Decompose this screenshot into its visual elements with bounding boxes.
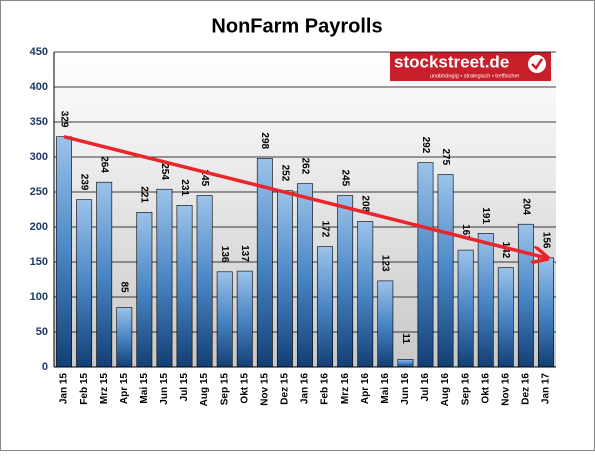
bar	[497, 267, 514, 368]
x-tick-label: Jul 16	[420, 373, 431, 402]
logo-tagline: unabhängig • strategisch • treffsicher	[430, 73, 520, 79]
y-tick-label: 350	[30, 116, 48, 128]
x-tick-label: Apr 15	[119, 373, 130, 405]
bar	[477, 233, 494, 368]
bar	[437, 174, 454, 368]
value-label: 11	[400, 333, 411, 344]
bar	[116, 307, 133, 368]
x-tick-label: Aug 16	[440, 373, 451, 407]
x-tick-label: Jun 16	[400, 373, 411, 405]
y-tick-label: 200	[30, 221, 48, 233]
x-tick-label: Jul 15	[179, 373, 190, 402]
bar	[156, 188, 173, 368]
x-tick-label: Jan 15	[59, 373, 70, 405]
bar	[76, 199, 93, 368]
y-tick-label: 0	[42, 361, 48, 373]
bar	[337, 195, 354, 368]
value-label: 298	[259, 132, 270, 149]
value-label: 329	[58, 111, 69, 128]
value-label: 156	[540, 232, 551, 249]
logo-name: stockstreet.de	[394, 52, 509, 71]
value-label: 275	[440, 149, 451, 166]
logo-check	[531, 58, 544, 70]
value-label: 123	[380, 255, 391, 272]
logo-box	[390, 52, 551, 81]
value-label: 264	[99, 156, 110, 173]
value-label: 239	[78, 174, 89, 191]
x-tick-label: Jan 17	[541, 373, 552, 405]
x-tick-label: Aug 15	[199, 373, 210, 407]
value-label: 254	[159, 163, 170, 180]
y-tick-label: 400	[30, 81, 48, 93]
x-tick-label: Apr 16	[360, 373, 371, 405]
value-label: 137	[239, 245, 250, 262]
bar	[56, 136, 72, 368]
bar	[176, 205, 193, 368]
bar	[276, 190, 293, 368]
x-tick-label: Mrz 15	[99, 373, 110, 405]
value-label: 191	[480, 207, 491, 224]
bar	[517, 223, 534, 368]
bar	[96, 181, 113, 368]
chart-title: NonFarm Payrolls	[211, 15, 382, 37]
bar	[457, 249, 474, 368]
x-tick-label: Okt 16	[480, 373, 491, 404]
value-label: 142	[500, 242, 511, 259]
y-tick-label: 50	[36, 326, 48, 338]
bar	[216, 271, 233, 368]
x-tick-label: Okt 15	[239, 373, 250, 404]
x-tick-label: Mai 16	[380, 373, 391, 404]
value-label: 245	[340, 170, 351, 187]
value-label: 167	[460, 224, 471, 241]
x-tick-label: Mrz 16	[340, 373, 351, 405]
y-tick-label: 100	[30, 291, 48, 303]
value-label: 292	[420, 137, 431, 154]
x-tick-label: Dez 15	[280, 373, 291, 405]
x-tick-label: Nov 15	[259, 373, 270, 406]
bar	[397, 358, 414, 368]
bar	[357, 221, 374, 368]
y-tick-label: 300	[30, 151, 48, 163]
x-tick-label: Nov 16	[500, 373, 511, 406]
value-label: 204	[520, 198, 531, 215]
bar	[297, 183, 313, 368]
logo-icon	[528, 55, 546, 73]
value-label: 85	[119, 282, 130, 294]
bar	[538, 257, 554, 368]
bar	[236, 270, 253, 368]
x-tick-label: Jan 16	[300, 373, 311, 405]
y-tick-label: 150	[30, 256, 48, 268]
value-label: 252	[279, 165, 290, 182]
logo: stockstreet.de unabhängig • strategisch …	[390, 52, 551, 81]
y-tick-label: 450	[30, 46, 48, 58]
bar	[417, 162, 434, 368]
x-tick-label: Feb 15	[79, 373, 90, 405]
y-tick-label: 250	[30, 186, 48, 198]
trend-arrow	[63, 135, 546, 258]
x-tick-label: Mai 15	[139, 373, 150, 404]
value-label: 208	[360, 195, 371, 212]
bar	[317, 246, 334, 368]
bar	[377, 280, 394, 368]
value-label: 245	[199, 170, 210, 187]
x-tick-label: Sep 15	[219, 373, 230, 406]
x-tick-label: Sep 16	[460, 373, 471, 406]
value-label: 262	[299, 158, 310, 175]
value-label: 221	[139, 186, 150, 203]
value-label: 136	[219, 246, 230, 263]
bar	[136, 212, 153, 368]
bar	[196, 195, 213, 368]
value-label: 231	[179, 179, 190, 196]
value-label: 172	[319, 221, 330, 238]
x-tick-label: Feb 16	[320, 373, 331, 405]
x-tick-label: Jun 15	[159, 373, 170, 405]
x-tick-label: Dez 16	[521, 373, 532, 405]
